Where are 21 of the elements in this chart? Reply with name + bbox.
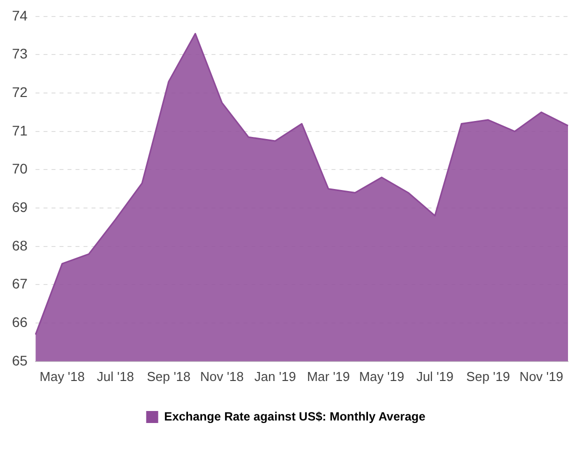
x-tick-label: Jan '19 (254, 368, 296, 384)
y-tick-label: 71 (12, 122, 28, 138)
y-tick-label: 69 (12, 198, 28, 215)
y-tick-label: 72 (12, 84, 28, 100)
x-tick-label: Sep '19 (466, 368, 510, 384)
y-tick-label: 65 (12, 352, 28, 368)
y-tick-label: 66 (12, 314, 28, 330)
y-tick-label: 70 (12, 160, 28, 177)
x-tick-label: Nov '19 (520, 368, 564, 384)
x-tick-label: May '19 (359, 368, 404, 384)
x-tick-label: Mar '19 (306, 368, 350, 384)
y-tick-label: 74 (12, 7, 28, 24)
y-tick-label: 67 (12, 276, 28, 292)
x-tick-label: May '18 (40, 368, 85, 384)
x-tick-label: Nov '18 (200, 368, 244, 384)
y-tick-label: 73 (12, 46, 28, 62)
legend-label: Exchange Rate against US$: Monthly Average (164, 409, 426, 424)
x-tick-label: Jul '18 (96, 368, 134, 384)
y-tick-label: 68 (12, 237, 28, 254)
x-tick-label: Sep '18 (146, 368, 191, 384)
x-tick-label: Jul '19 (416, 368, 454, 384)
